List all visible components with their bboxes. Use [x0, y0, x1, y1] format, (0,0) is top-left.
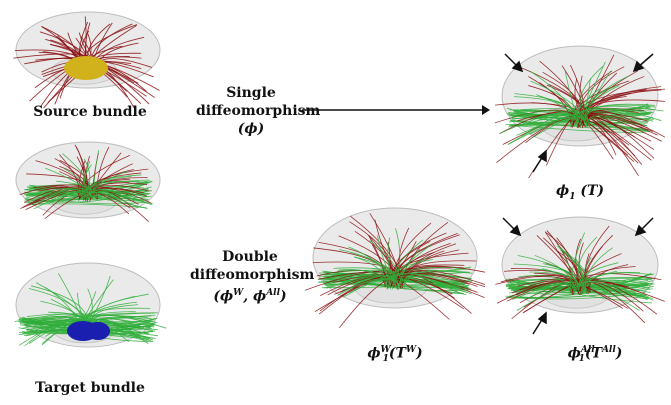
double-line3: (ϕW, ϕAll): [213, 288, 287, 305]
single-arrow: [302, 105, 490, 115]
source-bundle-label: Source bundle: [33, 104, 147, 120]
mapped-bundle-image: [8, 135, 168, 235]
phi1W-TW-label: ϕW1(TW): [367, 345, 423, 365]
single-diffeomorphism-label: Single diffeomorphism (ϕ): [196, 84, 321, 138]
target-bundle-image: [8, 255, 168, 365]
indicator-arrows-top: [504, 53, 654, 173]
source-bundle-image: [8, 8, 168, 108]
double-line1: Double: [222, 249, 278, 265]
double-diffeomorphism-label: Double diffeomorphism (ϕW, ϕAll): [190, 248, 315, 306]
double-line2: diffeomorphism: [190, 267, 315, 283]
target-bundle-label: Target bundle: [35, 380, 145, 396]
phi1-T-image: [495, 38, 665, 178]
indicator-arrows-bottom: [502, 217, 654, 335]
phi1W-TW-image: [305, 200, 485, 340]
single-line1: Single: [226, 85, 276, 101]
phi1-T-label: ϕ1 (T): [556, 183, 604, 202]
phi1All-TAll-image: [495, 210, 665, 345]
single-line3: (ϕ): [237, 121, 265, 137]
phi1All-TAll-label: ϕAll1(TAll): [567, 345, 623, 365]
single-line2: diffeomorphism: [196, 103, 321, 119]
